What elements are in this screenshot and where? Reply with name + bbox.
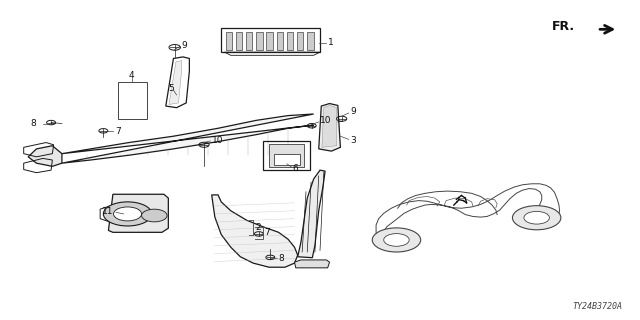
- Circle shape: [103, 202, 152, 226]
- Circle shape: [372, 228, 420, 252]
- Bar: [226, 32, 232, 50]
- Polygon shape: [322, 105, 337, 147]
- Text: 5: 5: [168, 84, 174, 93]
- Circle shape: [513, 206, 561, 230]
- Polygon shape: [28, 146, 62, 166]
- Text: 4: 4: [129, 71, 134, 80]
- Polygon shape: [108, 194, 168, 232]
- Bar: [256, 32, 262, 50]
- Text: 9: 9: [351, 107, 356, 116]
- Polygon shape: [294, 260, 330, 268]
- Text: 6: 6: [292, 164, 298, 173]
- Polygon shape: [212, 195, 298, 267]
- Polygon shape: [319, 104, 340, 151]
- Polygon shape: [169, 61, 182, 105]
- Text: 7: 7: [264, 228, 269, 237]
- Bar: [266, 32, 273, 50]
- Polygon shape: [62, 114, 314, 163]
- Bar: [307, 32, 314, 50]
- Text: 7: 7: [115, 127, 120, 136]
- Text: 8: 8: [278, 254, 284, 263]
- Bar: [269, 144, 304, 167]
- Text: 2: 2: [255, 223, 260, 232]
- Text: 8: 8: [31, 119, 36, 128]
- Bar: [118, 82, 147, 119]
- Bar: [297, 32, 303, 50]
- Bar: [246, 32, 252, 50]
- Circle shape: [384, 234, 409, 246]
- Bar: [276, 32, 283, 50]
- Text: 11: 11: [102, 207, 113, 216]
- Text: FR.: FR.: [552, 20, 575, 33]
- Bar: [221, 28, 320, 52]
- Circle shape: [141, 209, 167, 222]
- Circle shape: [524, 212, 549, 224]
- Text: 3: 3: [350, 135, 356, 145]
- Polygon shape: [298, 170, 325, 258]
- Text: 10: 10: [320, 116, 332, 125]
- Text: 10: 10: [212, 136, 223, 145]
- Bar: [236, 32, 243, 50]
- Bar: [287, 32, 293, 50]
- Bar: [274, 154, 300, 165]
- Bar: [262, 141, 310, 170]
- Text: 1: 1: [328, 38, 333, 47]
- Circle shape: [113, 207, 141, 221]
- Text: TY24B3720A: TY24B3720A: [573, 302, 623, 311]
- Text: 9: 9: [181, 41, 187, 50]
